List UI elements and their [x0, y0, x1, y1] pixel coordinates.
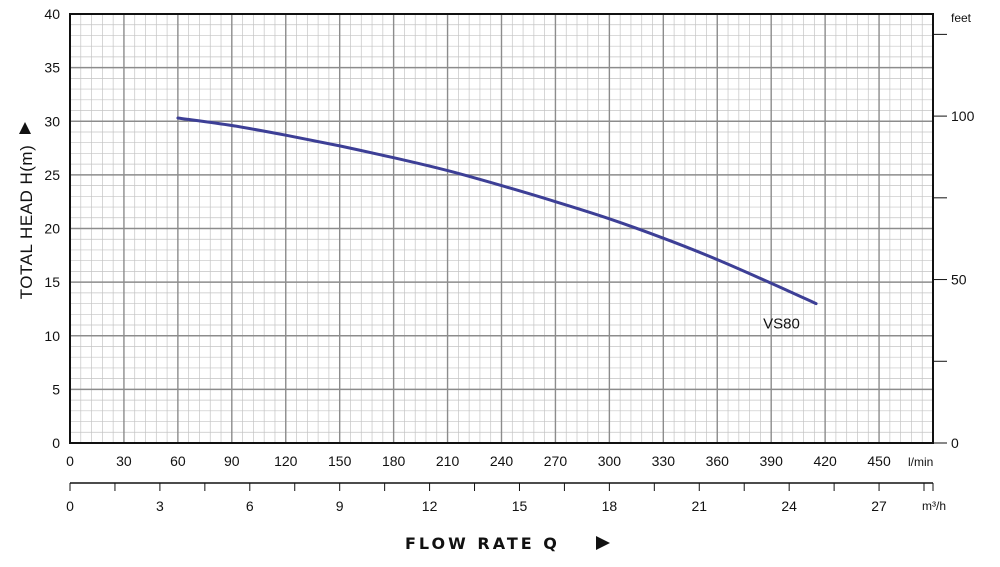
x-tick-label-lmin: 450 [867, 453, 891, 469]
x-axis-ticks-lmin: 0 30 60 90 120 150 180 210 240 270 300 330 360 390 420… [66, 453, 891, 469]
right-arrow-icon [596, 536, 610, 550]
x-tick-label-lmin: 270 [544, 453, 568, 469]
up-arrow-icon [19, 122, 31, 134]
x-tick-label-lmin: 60 [170, 453, 186, 469]
right-tick-label: 100 [951, 108, 975, 124]
right-tick-label: 0 [951, 435, 959, 451]
right-tick-label: 50 [951, 272, 967, 288]
x-tick-label-lmin: 150 [328, 453, 352, 469]
y-tick-label: 5 [52, 381, 60, 397]
x-tick-label-lmin: 90 [224, 453, 240, 469]
x-tick-label-lmin: 210 [436, 453, 460, 469]
x-tick-label-lmin: 120 [274, 453, 298, 469]
x-tick-label-m3h: 0 [66, 498, 74, 514]
y-axis-label: TOTAL HEAD H(m) [17, 145, 36, 300]
x-axis-m3h: 0 3 6 9 12 15 18 21 24 27 [66, 482, 934, 514]
series-line-vs80 [176, 116, 818, 306]
x-axis-unit-secondary: m³/h [922, 499, 946, 513]
y-tick-label: 20 [44, 221, 60, 237]
x-axis-title: FLOW RATE Q [405, 534, 610, 553]
x-tick-label-lmin: 0 [66, 453, 74, 469]
x-axis-unit-primary: l/min [908, 455, 933, 469]
x-tick-label-m3h: 15 [512, 498, 528, 514]
x-tick-label-m3h: 12 [422, 498, 438, 514]
right-axis: 0 50 100 [933, 33, 975, 451]
x-tick-label-m3h: 21 [691, 498, 707, 514]
x-tick-label-m3h: 27 [871, 498, 887, 514]
x-tick-label-lmin: 330 [652, 453, 676, 469]
x-tick-label-lmin: 180 [382, 453, 406, 469]
x-tick-label-lmin: 360 [706, 453, 730, 469]
series-layer: VS80 [176, 116, 818, 333]
y-tick-label: 25 [44, 167, 60, 183]
y-tick-label: 10 [44, 328, 60, 344]
series-label: VS80 [763, 316, 800, 333]
x-tick-label-lmin: 420 [813, 453, 837, 469]
y-tick-label: 35 [44, 60, 60, 76]
y-tick-label: 15 [44, 274, 60, 290]
x-tick-label-lmin: 300 [598, 453, 622, 469]
x-tick-label-lmin: 390 [760, 453, 784, 469]
y-axis-ticks: 0 5 10 15 20 25 30 35 40 [44, 6, 60, 451]
x-tick-label-m3h: 24 [781, 498, 797, 514]
x-tick-label-m3h: 3 [156, 498, 164, 514]
x-tick-label-lmin: 30 [116, 453, 132, 469]
x-tick-label-m3h: 18 [602, 498, 618, 514]
x-tick-label-lmin: 240 [490, 453, 514, 469]
x-tick-label-m3h: 6 [246, 498, 254, 514]
x-axis-label: FLOW RATE Q [405, 534, 560, 553]
y-tick-label: 40 [44, 6, 60, 22]
plot-frame [69, 13, 934, 444]
y-axis-title: TOTAL HEAD H(m) [17, 122, 36, 299]
x-tick-label-m3h: 9 [336, 498, 344, 514]
y-tick-label: 30 [44, 113, 60, 129]
right-axis-unit-label: feet [951, 11, 972, 25]
y-tick-label: 0 [52, 435, 60, 451]
